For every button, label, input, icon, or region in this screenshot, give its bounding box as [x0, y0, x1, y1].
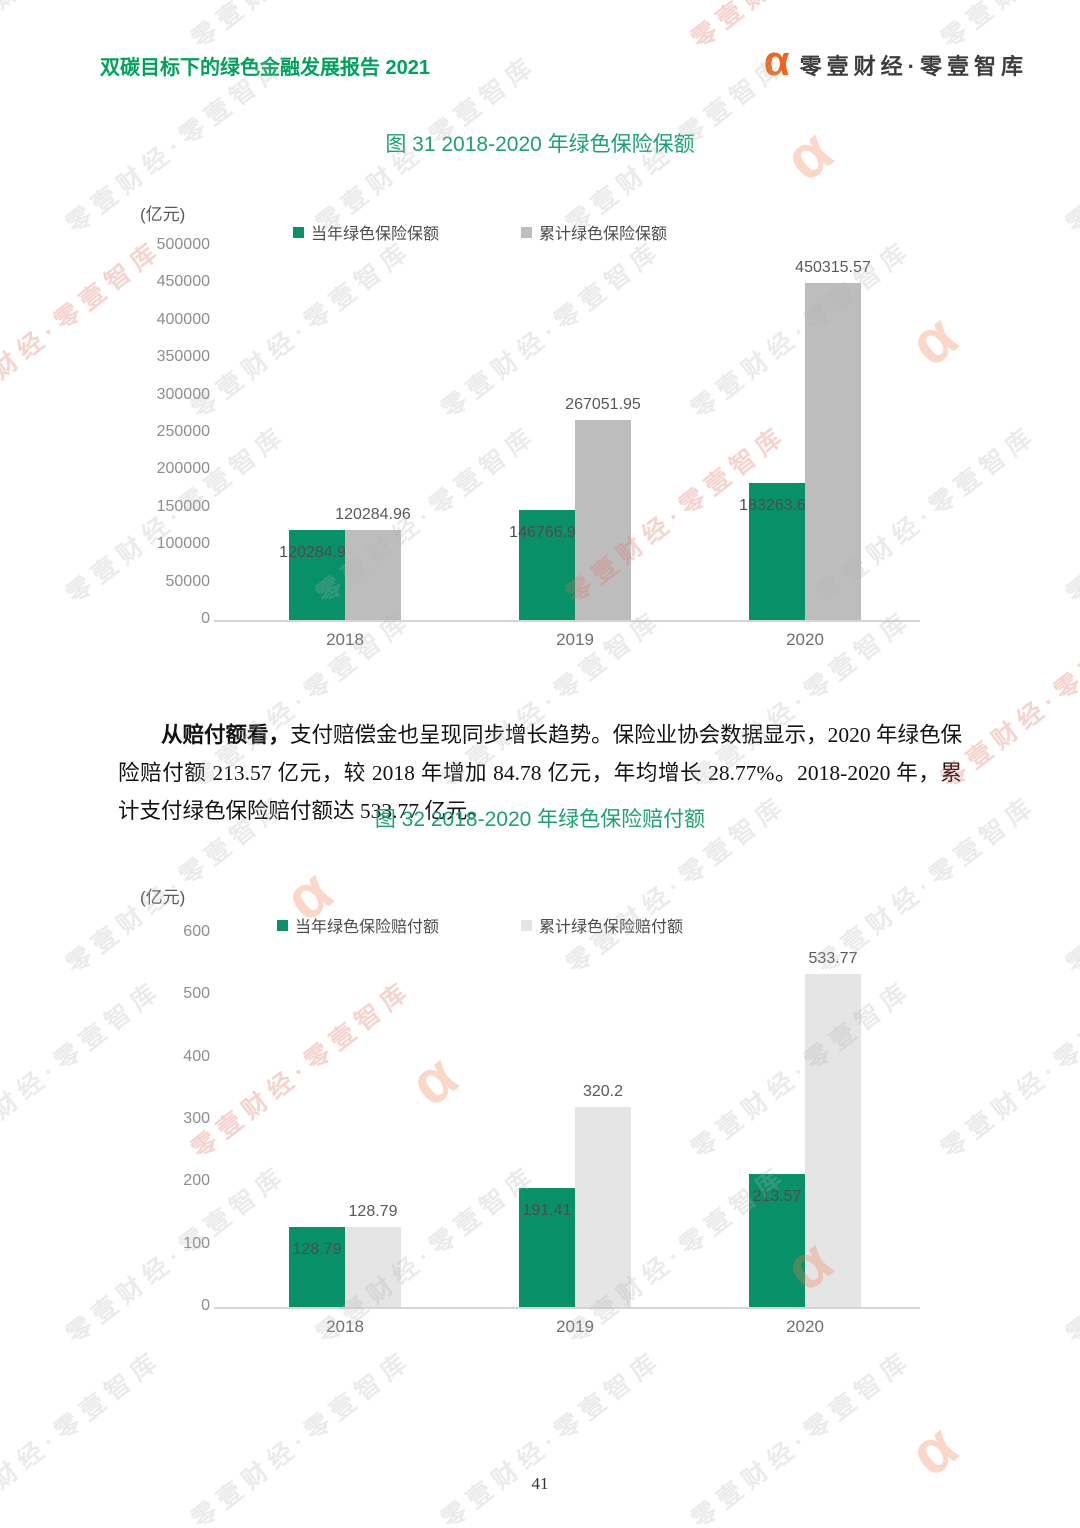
brand-name: 零壹财经·零壹智库 [799, 54, 1028, 79]
y-tick-label: 500 [183, 985, 210, 1003]
bar-value-label: 128.79 [292, 1240, 342, 1258]
bar-current: 120284.96 [279, 530, 355, 620]
plot-area: 120284.96 120284.96 2018 146766.99 267051.95… [214, 246, 920, 649]
paragraph-lead: 从赔付额看， [161, 722, 291, 747]
bar-group: 183263.62 450315.57 2020 [690, 246, 920, 649]
bar-current: 191.41 [519, 1187, 575, 1307]
x-tick-label: 2020 [786, 1317, 824, 1336]
y-tick-label: 250000 [156, 423, 210, 440]
bar-group: 191.41 320.2 2019 [460, 933, 690, 1336]
brand-logo: α 零壹财经·零壹智库 [764, 40, 1028, 86]
legend-swatch-icon [292, 226, 304, 238]
x-tick-label: 2019 [556, 1317, 594, 1336]
chart-title: 图 31 2018-2020 年绿色保险保额 [385, 133, 695, 156]
y-tick-label: 500000 [156, 236, 210, 253]
chart-title: 图 32 2018-2020 年绿色保险赔付额 [374, 808, 706, 831]
body-paragraph: 从赔付额看，支付赔偿金也呈现同步增长趋势。保险业协会数据显示，2020 年绿色保… [118, 716, 962, 830]
bar-value-label: 533.77 [808, 950, 858, 968]
bar-value-label: 267051.95 [565, 396, 641, 414]
bar-cumulative: 128.79 [345, 1203, 401, 1307]
plot-wrap: 500000 450000 400000 350000 300000 250000 2000… [157, 236, 920, 649]
y-tick-label: 450000 [156, 273, 210, 291]
x-tick-label: 2018 [326, 630, 364, 649]
y-tick-label: 200000 [156, 460, 210, 478]
figure-32: 图 32 2018-2020 年绿色保险赔付额 (亿元) 当年绿色保险赔付额 累计… [0, 803, 1080, 1368]
y-tick-label: 400000 [156, 310, 210, 328]
bar-current: 183263.62 [739, 482, 815, 620]
y-tick-label: 50000 [165, 572, 211, 590]
bar-group: 128.79 128.79 2018 [230, 933, 460, 1336]
bar-value-label: 183263.62 [739, 496, 815, 514]
legend-swatch-icon [521, 919, 532, 931]
watermark-text: 零壹财经·零壹智库 [0, 1345, 168, 1528]
report-title: 双碳目标下的绿色金融发展报告 2021 [100, 56, 431, 79]
bar-cumulative: 267051.95 [565, 396, 641, 620]
y-tick-label: 600 [183, 923, 210, 940]
watermark-text: 零壹财经·零壹智库 [686, 1345, 918, 1528]
legend: 当年绿色保险保额 累计绿色保险保额 [130, 220, 830, 244]
bar-cumulative: 450315.57 [795, 259, 871, 620]
legend: 当年绿色保险赔付额 累计绿色保险赔付额 [130, 913, 830, 937]
legend-item: 累计绿色保险保额 [521, 220, 667, 244]
y-axis: 500000 450000 400000 350000 300000 250000 2000… [120, 236, 211, 627]
bar-group: 120284.96 120284.96 2018 [230, 246, 460, 649]
bar-value-label: 120284.96 [279, 544, 355, 561]
y-tick-label: 300 [183, 1110, 210, 1127]
x-tick-label: 2018 [326, 1317, 364, 1336]
legend-swatch-icon [521, 226, 532, 238]
bar-current: 146766.99 [509, 510, 585, 620]
bar-current: 128.79 [289, 1226, 345, 1307]
legend-label: 累计绿色保险赔付额 [539, 919, 684, 936]
legend-item: 当年绿色保险赔付额 [276, 913, 439, 937]
y-tick-label: 350000 [156, 348, 210, 366]
bar-value-label: 146766.99 [509, 524, 585, 542]
legend-item: 当年绿色保险保额 [292, 220, 439, 244]
y-tick-label: 0 [201, 1297, 210, 1314]
y-tick-label: 200 [183, 1172, 210, 1190]
bar-value-label: 450315.57 [795, 259, 871, 277]
plot-area: 128.79 128.79 2018 191.41 320.2 2019 213.57 533… [214, 933, 920, 1336]
bar-value-label: 213.57 [752, 1187, 802, 1205]
watermark-logo-icon: α [397, 0, 470, 10]
bar-cumulative: 533.77 [805, 950, 861, 1307]
x-tick-label: 2020 [786, 630, 824, 649]
plot-wrap: 600 500 400 300 200 100 0 128.79 128.79 2018 191.… [183, 923, 920, 1336]
legend-label: 当年绿色保险赔付额 [294, 919, 439, 936]
legend-label: 当年绿色保险保额 [310, 226, 439, 243]
bar-cumulative: 320.2 [575, 1083, 631, 1307]
bar-value-label: 191.41 [522, 1201, 572, 1219]
watermark-text: 零壹财经·零壹智库 [186, 1345, 418, 1528]
bar-current: 213.57 [749, 1173, 805, 1307]
y-tick-label: 100000 [156, 535, 210, 553]
bar-group: 213.57 533.77 2020 [690, 933, 920, 1336]
unit-label: (亿元) [140, 205, 186, 224]
figure-31: 图 31 2018-2020 年绿色保险保额 (亿元) 当年绿色保险保额 累计绿色… [0, 128, 1080, 693]
y-tick-label: 100 [183, 1234, 210, 1252]
bar-value-label: 320.2 [582, 1083, 624, 1101]
watermark-text: 零壹财经·零壹智库 [436, 1345, 668, 1528]
y-tick-label: 0 [201, 610, 210, 627]
paragraph-body: 支付赔偿金也呈现同步增长趋势。保险业协会数据显示，2020 年绿色保险赔付额 2… [118, 722, 962, 823]
x-tick-label: 2019 [556, 630, 594, 649]
bar-value-label: 128.79 [348, 1202, 398, 1220]
legend-swatch-icon [276, 919, 288, 931]
legend-item: 累计绿色保险赔付额 [521, 913, 683, 937]
brand-alpha-icon: α [763, 37, 790, 84]
page-number: 41 [531, 1474, 549, 1493]
y-tick-label: 400 [183, 1047, 210, 1065]
y-tick-label: 300000 [156, 385, 210, 403]
unit-label: (亿元) [140, 888, 186, 907]
y-tick-label: 150000 [156, 497, 210, 515]
bar-value-label: 120284.96 [335, 506, 411, 523]
x-axis-line [214, 620, 920, 622]
bar-group: 146766.99 267051.95 2019 [460, 246, 690, 649]
legend-label: 累计绿色保险保额 [539, 226, 668, 243]
page-header: 双碳目标下的绿色金融发展报告 2021 α 零壹财经·零壹智库 [100, 40, 1028, 86]
x-axis-line [214, 1307, 920, 1309]
y-axis: 600 500 400 300 200 100 0 [120, 923, 210, 1314]
bar-cumulative: 120284.96 [335, 506, 411, 620]
